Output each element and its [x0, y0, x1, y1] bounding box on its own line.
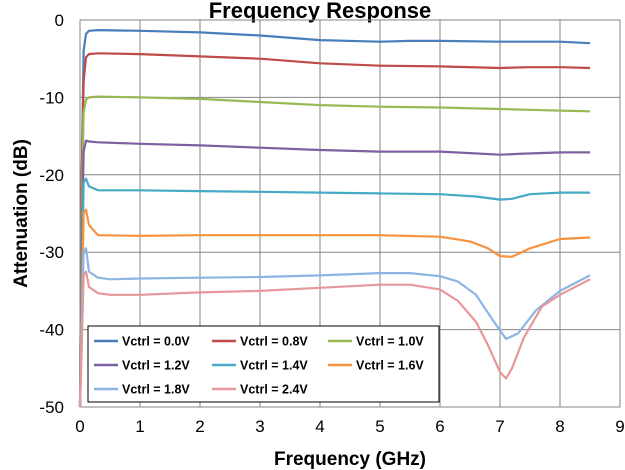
y-tick-labels: 0 -10 -20 -30 -40 -50	[39, 11, 64, 417]
y-tick-label: -20	[39, 166, 64, 185]
legend-entry: Vctrl = 1.2V	[122, 359, 190, 373]
x-tick-label: 8	[555, 417, 564, 436]
series-line-1	[78, 52, 591, 408]
y-tick-label: 0	[55, 11, 64, 30]
x-tick-label: 5	[375, 417, 384, 436]
y-tick-label: -50	[39, 398, 64, 417]
x-tick-label: 4	[315, 417, 324, 436]
x-tick-label: 1	[135, 417, 144, 436]
y-tick-label: -10	[39, 88, 64, 107]
legend-entry: Vctrl = 0.8V	[240, 335, 308, 349]
legend-entry: Vctrl = 1.0V	[356, 335, 424, 349]
series-lines	[78, 29, 591, 408]
series-line-0	[78, 29, 591, 408]
series-line-6	[78, 247, 591, 408]
x-tick-label: 3	[255, 417, 264, 436]
series-line-7	[78, 270, 591, 408]
x-tick-label: 7	[495, 417, 504, 436]
legend-box	[87, 325, 440, 403]
legend-entry: Vctrl = 1.6V	[356, 359, 424, 373]
series-line-3	[78, 139, 590, 408]
y-axis-label: Attenuation (dB)	[11, 139, 32, 288]
legend-entry: Vctrl = 1.8V	[122, 383, 190, 397]
x-tick-label: 0	[75, 417, 84, 436]
legend-entry: Vctrl = 0.0V	[122, 335, 190, 349]
series-line-4	[78, 177, 590, 408]
legend-entry: Vctrl = 2.4V	[240, 383, 308, 397]
x-tick-label: 2	[195, 417, 204, 436]
chart-title: Frequency Response	[209, 0, 432, 23]
y-tick-label: -40	[39, 321, 64, 340]
series-line-2	[78, 95, 591, 408]
x-tick-label: 6	[435, 417, 444, 436]
plot-area	[79, 19, 621, 408]
series-line-5	[78, 208, 591, 408]
x-tick-labels: 0 1 2 3 4 5 6 7 8 9	[75, 417, 624, 436]
y-tick-label: -30	[39, 243, 64, 262]
x-axis-label: Frequency (GHz)	[274, 449, 426, 470]
legend-entry: Vctrl = 1.4V	[240, 359, 308, 373]
legend: Vctrl = 0.0V Vctrl = 0.8V Vctrl = 1.0V Vctr…	[87, 325, 440, 403]
x-tick-label: 9	[615, 417, 624, 436]
